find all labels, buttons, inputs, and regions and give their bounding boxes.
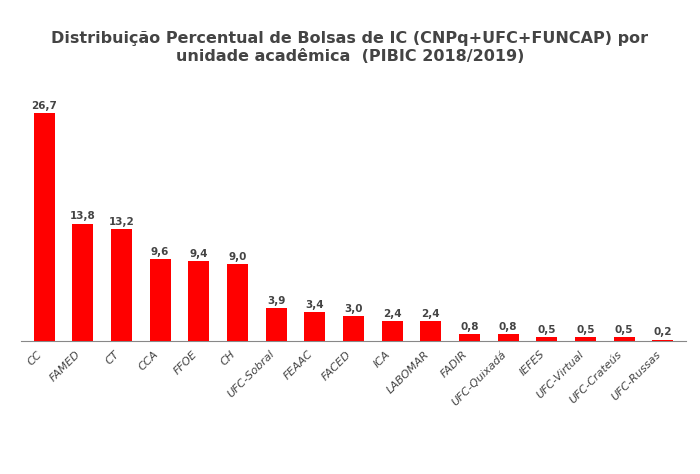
Bar	[265, 308, 287, 341]
Text: 0,5: 0,5	[538, 325, 556, 335]
Text: 0,8: 0,8	[460, 322, 479, 332]
Text: 0,8: 0,8	[499, 322, 517, 332]
Bar	[227, 264, 248, 341]
Bar	[343, 316, 364, 341]
Bar	[304, 312, 326, 341]
Text: 0,5: 0,5	[615, 325, 634, 335]
Text: 9,4: 9,4	[190, 249, 208, 259]
Bar	[382, 321, 402, 341]
Text: 3,9: 3,9	[267, 296, 286, 306]
Text: 9,6: 9,6	[151, 247, 169, 257]
Bar	[498, 335, 519, 341]
Bar	[72, 224, 94, 341]
Bar	[34, 113, 55, 341]
Bar	[575, 337, 596, 341]
Text: 26,7: 26,7	[32, 101, 57, 111]
Text: 3,4: 3,4	[305, 300, 324, 310]
Bar	[111, 228, 132, 341]
Text: 0,2: 0,2	[654, 328, 672, 337]
Text: 9,0: 9,0	[228, 252, 246, 263]
Text: 2,4: 2,4	[383, 309, 402, 319]
Text: Distribuição Percentual de Bolsas de IC (CNPq+UFC+FUNCAP) por
unidade acadêmica : Distribuição Percentual de Bolsas de IC …	[51, 31, 649, 64]
Text: 3,0: 3,0	[344, 303, 363, 314]
Text: 13,8: 13,8	[70, 211, 96, 221]
Text: 2,4: 2,4	[421, 309, 440, 319]
Text: 0,5: 0,5	[576, 325, 595, 335]
Bar	[652, 339, 673, 341]
Bar	[536, 337, 557, 341]
Bar	[420, 321, 442, 341]
Bar	[459, 335, 480, 341]
Bar	[188, 261, 209, 341]
Bar	[613, 337, 635, 341]
Bar	[150, 259, 171, 341]
Text: 13,2: 13,2	[108, 217, 134, 227]
